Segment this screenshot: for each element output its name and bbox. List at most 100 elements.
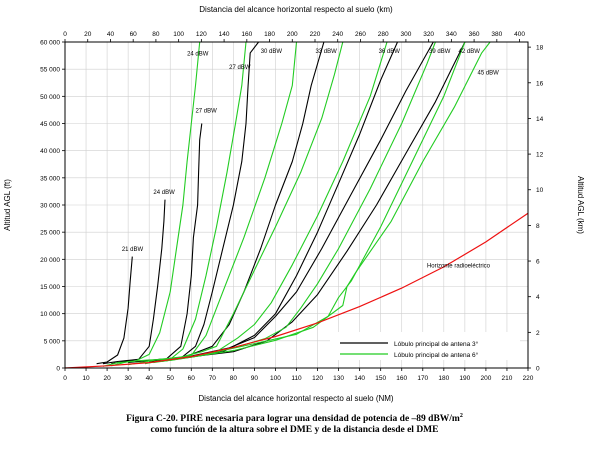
y-tick-label: 20 000 bbox=[40, 257, 60, 264]
series-line-black-24-dbw bbox=[102, 199, 166, 365]
top-tick-label: 200 bbox=[287, 31, 298, 38]
right-tick-label: 16 bbox=[536, 80, 544, 87]
curve-label: 42 dBW bbox=[459, 49, 481, 55]
top-tick-label: 400 bbox=[514, 31, 525, 38]
right-tick-label: 6 bbox=[536, 259, 540, 266]
curve-label: 39 dBW bbox=[429, 49, 451, 55]
x-tick-label: 120 bbox=[312, 375, 323, 382]
y-tick-label: 35 000 bbox=[40, 175, 60, 182]
caption-text: Figura C-20. PIRE necesaria para lograr … bbox=[126, 414, 460, 425]
right-tick-label: 0 bbox=[536, 366, 540, 373]
top-tick-label: 160 bbox=[241, 31, 252, 38]
x-tick-label: 130 bbox=[333, 375, 344, 382]
x-tick-label: 10 bbox=[82, 375, 90, 382]
top-tick-label: 140 bbox=[219, 31, 230, 38]
right-tick-label: 4 bbox=[536, 294, 540, 301]
figure-caption-line-1: Figura C-20. PIRE necesaria para lograr … bbox=[0, 413, 589, 424]
series-line-green-42-dbw bbox=[165, 41, 466, 362]
top-tick-label: 260 bbox=[355, 31, 366, 38]
x-tick-label: 210 bbox=[502, 375, 513, 382]
top-axis-title: Distancia del alcance horizontal respect… bbox=[199, 5, 393, 14]
y-tick-label: 50 000 bbox=[40, 94, 60, 101]
horizon-line bbox=[64, 212, 529, 369]
top-tick-label: 300 bbox=[400, 31, 411, 38]
top-tick-label: 280 bbox=[378, 31, 389, 38]
series-line-green-33-dbw bbox=[144, 41, 344, 365]
x-tick-label: 20 bbox=[103, 375, 111, 382]
curve-label: 36 dBW bbox=[379, 49, 401, 55]
x-tick-label: 50 bbox=[167, 375, 175, 382]
curve-label: Horizonte radioeléctrico bbox=[427, 263, 491, 269]
x-tick-label: 220 bbox=[523, 375, 534, 382]
top-tick-label: 380 bbox=[491, 31, 502, 38]
y-tick-label: 60 000 bbox=[40, 40, 60, 47]
curve-labels: 21 dBW 24 dBW 24 dBW 27 dBW 27 dBW 30 dBW 33 d… bbox=[122, 49, 499, 270]
y-tick-label: 55 000 bbox=[40, 67, 60, 74]
y-tick-label: 45 000 bbox=[40, 121, 60, 128]
curve-label: 27 dBW bbox=[229, 65, 251, 71]
top-tick-label: 0 bbox=[63, 31, 67, 38]
series-line-green-45-dbw bbox=[170, 41, 491, 361]
top-tick-label: 180 bbox=[264, 31, 275, 38]
legend-box bbox=[330, 332, 520, 360]
legend-label-6deg: Lóbulo principal de antena 6° bbox=[394, 351, 479, 359]
series-group bbox=[64, 41, 529, 369]
top-tick-label: 80 bbox=[152, 31, 160, 38]
top-tick-label: 320 bbox=[423, 31, 434, 38]
top-tick-label: 220 bbox=[310, 31, 321, 38]
x-tick-label: 110 bbox=[291, 375, 302, 382]
top-tick-label: 20 bbox=[84, 31, 92, 38]
y-tick-label: 10 000 bbox=[40, 311, 60, 318]
curve-label: 33 dBW bbox=[315, 49, 337, 55]
x-tick-label: 200 bbox=[480, 375, 491, 382]
top-tick-label: 100 bbox=[173, 31, 184, 38]
top-axis-ticks: 0 20 40 60 80 100 120 140 160 180 200 220 240 260 280 3… bbox=[63, 31, 525, 42]
right-tick-label: 12 bbox=[536, 152, 544, 159]
x-tick-label: 80 bbox=[230, 375, 238, 382]
curve-label: 45 dBW bbox=[477, 71, 499, 77]
x-tick-label: 190 bbox=[459, 375, 470, 382]
x-tick-label: 60 bbox=[188, 375, 196, 382]
series-line-green-27-dbw bbox=[111, 41, 247, 367]
y-tick-label: 5 000 bbox=[44, 338, 61, 345]
top-tick-label: 120 bbox=[196, 31, 207, 38]
figure-caption-line-2: como función de la altura sobre el DME y… bbox=[150, 425, 439, 435]
x-axis-ticks: 0 10 20 30 40 50 60 70 80 90 100 110 120 130 140 150 160… bbox=[63, 368, 534, 382]
series-line-green-30-dbw bbox=[128, 41, 298, 366]
caption-superscript: 2 bbox=[459, 413, 463, 419]
curve-label: 21 dBW bbox=[122, 247, 144, 253]
top-tick-label: 60 bbox=[130, 31, 138, 38]
right-tick-label: 8 bbox=[536, 223, 540, 230]
right-tick-label: 10 bbox=[536, 187, 544, 194]
y-tick-label: 0 bbox=[56, 366, 60, 373]
legend-label-3deg: Lóbulo principal de antena 3° bbox=[394, 340, 479, 348]
plot-frame bbox=[64, 41, 529, 369]
right-tick-label: 2 bbox=[536, 330, 540, 337]
top-tick-label: 40 bbox=[107, 31, 115, 38]
y-tick-label: 40 000 bbox=[40, 148, 60, 155]
x-tick-label: 140 bbox=[354, 375, 365, 382]
curve-label: 27 dBW bbox=[195, 109, 217, 115]
y-tick-label: 25 000 bbox=[40, 230, 60, 237]
curve-label: 24 dBW bbox=[187, 52, 209, 58]
y-axis-ticks: 0 5 000 10 000 15 000 20 000 25 000 30 000 35 0… bbox=[40, 40, 65, 373]
curve-label: 24 dBW bbox=[153, 190, 175, 196]
right-axis-ticks: 0 2 4 6 8 10 12 14 16 18 bbox=[528, 45, 544, 373]
top-tick-label: 240 bbox=[332, 31, 343, 38]
x-tick-label: 70 bbox=[209, 375, 217, 382]
x-tick-label: 150 bbox=[375, 375, 386, 382]
x-tick-label: 0 bbox=[63, 375, 67, 382]
right-tick-label: 14 bbox=[536, 116, 544, 123]
x-axis-title: Distancia del alcance horizontal respect… bbox=[198, 394, 394, 403]
y-axis-title-right: Altitud AGL (km) bbox=[576, 176, 585, 234]
x-tick-label: 90 bbox=[251, 375, 259, 382]
y-tick-label: 30 000 bbox=[40, 203, 60, 210]
x-tick-label: 100 bbox=[270, 375, 281, 382]
top-tick-label: 340 bbox=[446, 31, 457, 38]
x-tick-label: 40 bbox=[146, 375, 154, 382]
y-axis-title-left: Altitud AGL (ft) bbox=[3, 179, 12, 231]
curve-label: 30 dBW bbox=[261, 49, 283, 55]
legend: Lóbulo principal de antena 3° Lóbulo pri… bbox=[330, 332, 520, 360]
x-tick-label: 30 bbox=[125, 375, 133, 382]
x-tick-label: 180 bbox=[438, 375, 449, 382]
